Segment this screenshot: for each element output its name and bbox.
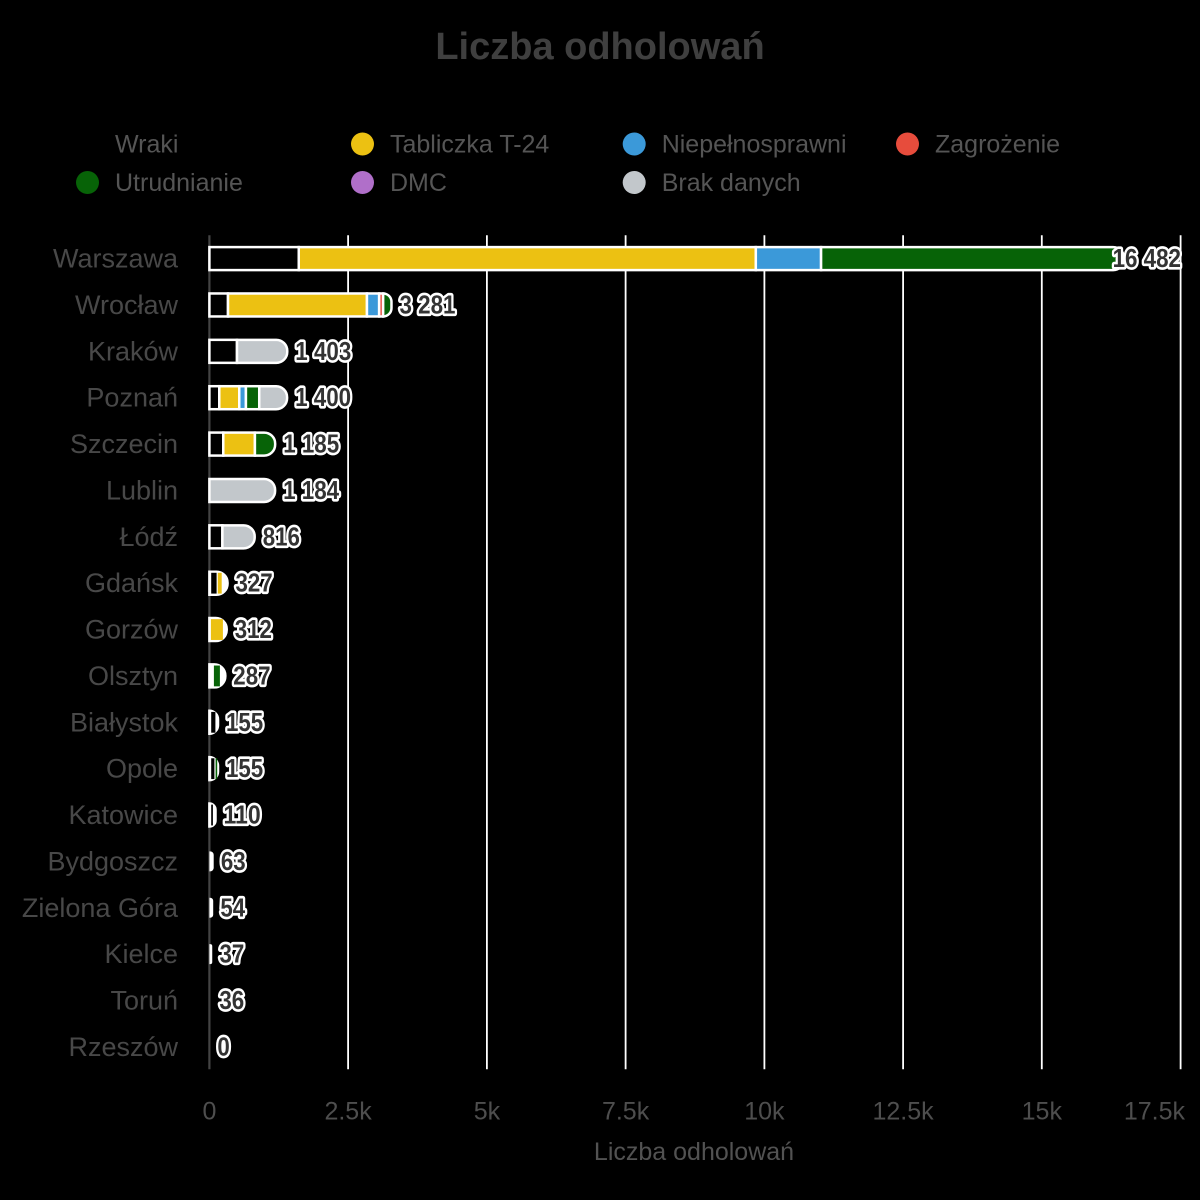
svg-text:10k: 10k xyxy=(744,1098,785,1126)
svg-text:Olsztyn: Olsztyn xyxy=(88,661,178,691)
svg-text:Lublin: Lublin xyxy=(106,476,178,506)
svg-text:Szczecin: Szczecin xyxy=(70,429,178,459)
svg-text:2.5k: 2.5k xyxy=(324,1098,372,1126)
svg-text:37: 37 xyxy=(220,939,245,969)
svg-text:Brak danych: Brak danych xyxy=(662,169,801,197)
svg-text:Wraki: Wraki xyxy=(115,131,178,159)
svg-text:5k: 5k xyxy=(474,1098,501,1126)
svg-text:1 185: 1 185 xyxy=(283,429,339,459)
svg-text:1 400: 1 400 xyxy=(295,382,351,412)
svg-text:Utrudnianie: Utrudnianie xyxy=(115,169,243,197)
svg-text:7.5k: 7.5k xyxy=(602,1098,650,1126)
svg-text:Poznań: Poznań xyxy=(86,383,178,413)
svg-text:DMC: DMC xyxy=(390,169,447,197)
svg-text:110: 110 xyxy=(224,800,261,830)
svg-text:36: 36 xyxy=(219,985,244,1015)
svg-text:Opole: Opole xyxy=(106,754,178,784)
svg-text:0: 0 xyxy=(202,1098,216,1126)
svg-text:Łódź: Łódź xyxy=(119,522,178,552)
svg-text:Zielona Góra: Zielona Góra xyxy=(22,893,179,923)
svg-text:327: 327 xyxy=(236,568,273,598)
svg-text:312: 312 xyxy=(235,614,272,644)
svg-text:Białystok: Białystok xyxy=(70,707,179,737)
svg-text:0: 0 xyxy=(217,1031,229,1061)
svg-text:1 184: 1 184 xyxy=(283,475,339,505)
svg-text:Rzeszów: Rzeszów xyxy=(68,1032,178,1062)
svg-text:Zagrożenie: Zagrożenie xyxy=(935,131,1060,159)
svg-text:Katowice: Katowice xyxy=(68,800,178,830)
svg-text:Gdańsk: Gdańsk xyxy=(85,568,179,598)
svg-text:816: 816 xyxy=(263,521,300,551)
svg-text:Gorzów: Gorzów xyxy=(85,615,179,645)
svg-text:155: 155 xyxy=(226,707,263,737)
svg-text:Wrocław: Wrocław xyxy=(75,290,179,320)
svg-text:Niepełnosprawni: Niepełnosprawni xyxy=(662,131,847,159)
svg-text:287: 287 xyxy=(233,660,270,690)
svg-text:Liczba odholowań: Liczba odholowań xyxy=(594,1138,794,1166)
svg-text:Toruń: Toruń xyxy=(110,986,178,1016)
svg-text:Liczba odholowań: Liczba odholowań xyxy=(435,26,764,68)
svg-text:Kielce: Kielce xyxy=(104,939,178,969)
svg-text:3 281: 3 281 xyxy=(400,290,456,320)
svg-text:17.5k: 17.5k xyxy=(1124,1098,1186,1126)
svg-text:Kraków: Kraków xyxy=(88,336,179,366)
svg-text:15k: 15k xyxy=(1022,1098,1063,1126)
svg-text:155: 155 xyxy=(226,753,263,783)
svg-text:12.5k: 12.5k xyxy=(873,1098,935,1126)
svg-text:16 482: 16 482 xyxy=(1113,243,1181,273)
svg-text:Warszawa: Warszawa xyxy=(53,244,179,274)
svg-text:54: 54 xyxy=(220,892,245,922)
svg-text:Bydgoszcz: Bydgoszcz xyxy=(47,846,178,876)
svg-text:Tabliczka T-24: Tabliczka T-24 xyxy=(390,131,549,159)
svg-text:63: 63 xyxy=(221,846,246,876)
svg-text:1 403: 1 403 xyxy=(295,336,351,366)
